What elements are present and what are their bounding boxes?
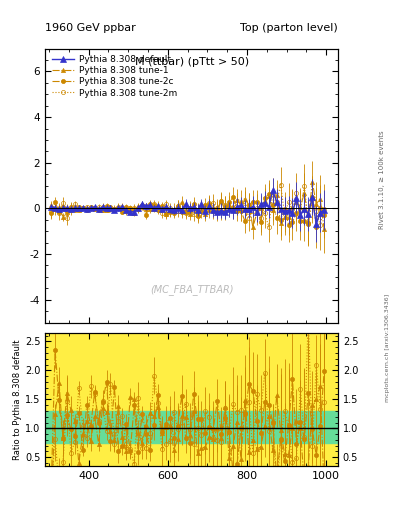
Text: (MC_FBA_TTBAR): (MC_FBA_TTBAR): [150, 284, 233, 295]
Text: Top (parton level): Top (parton level): [240, 23, 338, 33]
Text: mcplots.cern.ch [arxiv:1306.3436]: mcplots.cern.ch [arxiv:1306.3436]: [385, 294, 389, 402]
Y-axis label: Ratio to Pythia 8.308 default: Ratio to Pythia 8.308 default: [13, 339, 22, 460]
Text: Rivet 3.1.10, ≥ 100k events: Rivet 3.1.10, ≥ 100k events: [379, 130, 385, 228]
Text: M (ttbar) (pTtt > 50): M (ttbar) (pTtt > 50): [134, 57, 249, 67]
Text: 1960 GeV ppbar: 1960 GeV ppbar: [45, 23, 136, 33]
Legend: Pythia 8.308 default, Pythia 8.308 tune-1, Pythia 8.308 tune-2c, Pythia 8.308 tu: Pythia 8.308 default, Pythia 8.308 tune-…: [50, 53, 179, 99]
Bar: [45, 411, 338, 443]
